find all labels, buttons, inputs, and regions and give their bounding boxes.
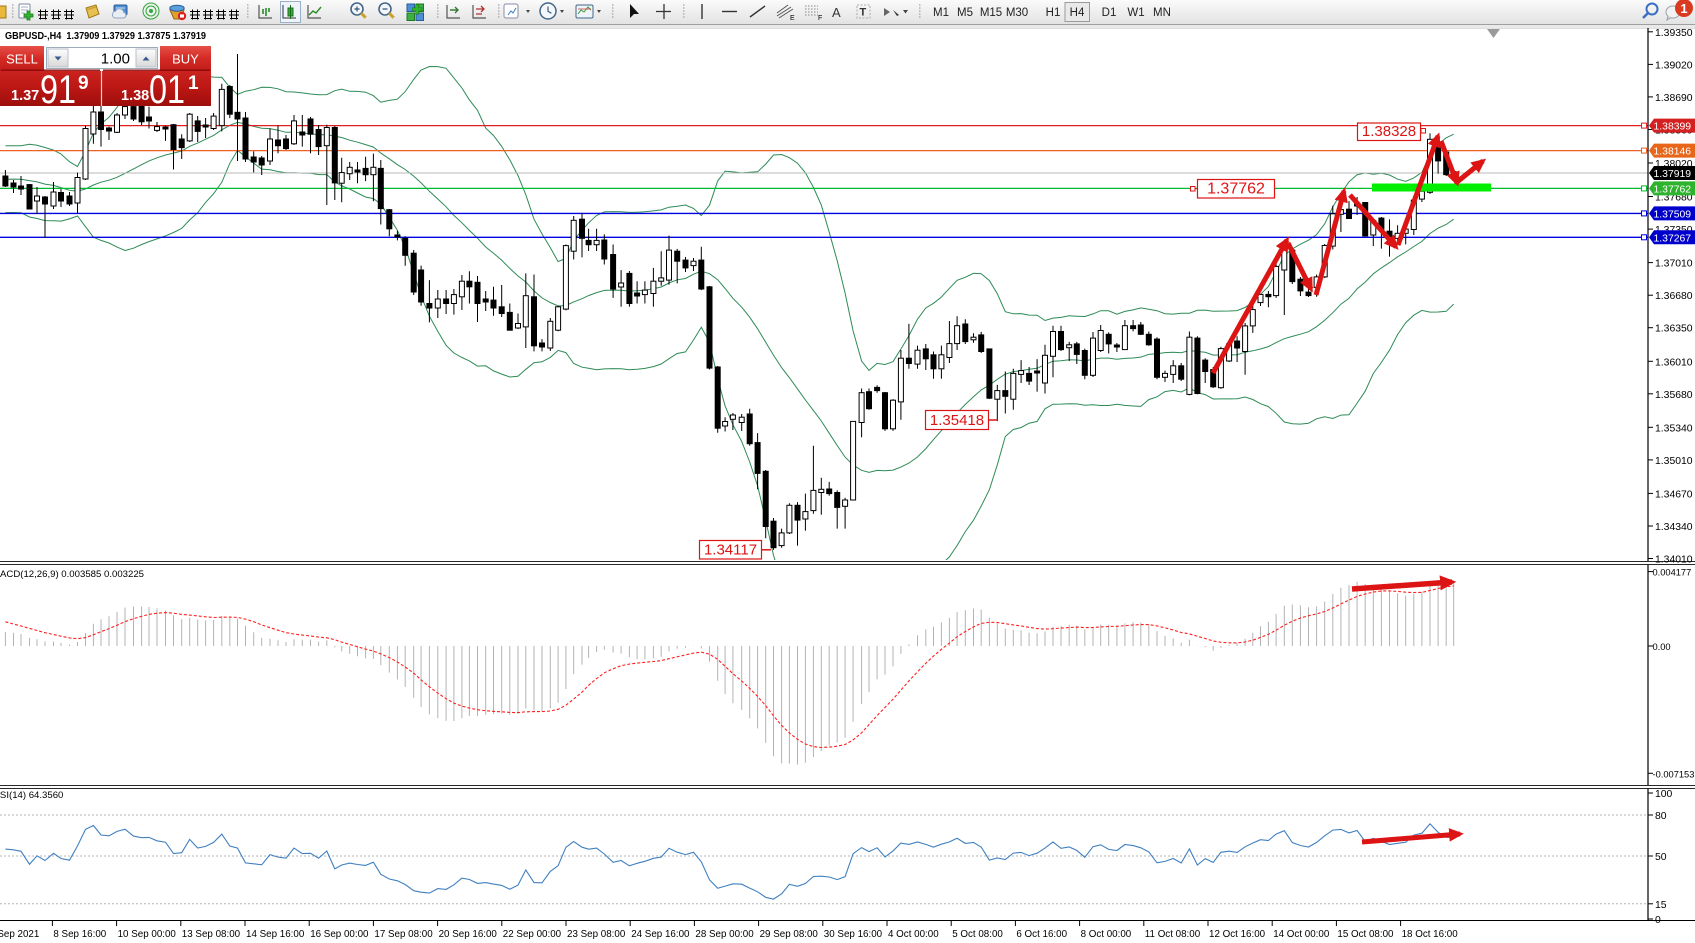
svg-text:15 Oct 08:00: 15 Oct 08:00 (1337, 929, 1394, 940)
svg-text:50: 50 (1655, 852, 1667, 863)
svg-text:RSI(14) 64.3560: RSI(14) 64.3560 (0, 790, 63, 801)
svg-text:1.37: 1.37 (11, 88, 39, 104)
svg-text:10 Sep 00:00: 10 Sep 00:00 (118, 929, 177, 940)
svg-text:1.36350: 1.36350 (1655, 324, 1693, 335)
svg-text:BUY: BUY (172, 52, 199, 67)
svg-text:8 Sep 2021: 8 Sep 2021 (0, 929, 39, 940)
svg-text:1.36680: 1.36680 (1655, 291, 1693, 302)
svg-text:8 Sep 16:00: 8 Sep 16:00 (53, 929, 106, 940)
svg-text:23 Sep 08:00: 23 Sep 08:00 (567, 929, 626, 940)
svg-text:SELL: SELL (6, 52, 38, 67)
svg-text:8 Oct 00:00: 8 Oct 00:00 (1081, 929, 1132, 940)
svg-text:E: E (790, 15, 795, 22)
svg-text:1.38690: 1.38690 (1655, 93, 1693, 104)
svg-text:11 Oct 08:00: 11 Oct 08:00 (1145, 929, 1201, 940)
svg-text:M1: M1 (933, 7, 949, 19)
svg-text:13 Sep 08:00: 13 Sep 08:00 (182, 929, 241, 940)
svg-text:1.37919: 1.37919 (1654, 169, 1692, 180)
svg-text:1.34010: 1.34010 (1655, 555, 1693, 566)
svg-text:14 Sep 16:00: 14 Sep 16:00 (246, 929, 305, 940)
svg-text:1.38328: 1.38328 (1362, 123, 1416, 140)
svg-text:1.37010: 1.37010 (1655, 259, 1693, 270)
svg-text:30 Sep 16:00: 30 Sep 16:00 (824, 929, 883, 940)
svg-text:M15: M15 (980, 7, 1002, 19)
svg-text:1: 1 (1680, 1, 1687, 16)
svg-text:1.00: 1.00 (101, 51, 130, 68)
svg-text:01: 01 (149, 68, 185, 112)
svg-text:1.34117: 1.34117 (704, 542, 757, 559)
svg-text:0.00: 0.00 (1653, 642, 1671, 652)
svg-text:18 Oct 16:00: 18 Oct 16:00 (1402, 929, 1459, 940)
svg-text:1: 1 (188, 73, 199, 94)
svg-text:GBPUSD-,H4 1.37909 1.37929 1.: GBPUSD-,H4 1.37909 1.37929 1.37875 1.379… (5, 30, 206, 42)
svg-text:12 Oct 16:00: 12 Oct 16:00 (1209, 929, 1266, 940)
svg-text:-0.007153: -0.007153 (1653, 769, 1695, 779)
svg-text:W1: W1 (1127, 7, 1144, 19)
svg-text:T: T (860, 7, 867, 19)
svg-text:14 Oct 00:00: 14 Oct 00:00 (1273, 929, 1330, 940)
svg-text:1.37680: 1.37680 (1655, 193, 1693, 204)
svg-text:1.38: 1.38 (121, 88, 149, 104)
svg-text:22 Sep 00:00: 22 Sep 00:00 (503, 929, 562, 940)
svg-text:1.35010: 1.35010 (1655, 456, 1693, 467)
svg-text:1.34340: 1.34340 (1655, 522, 1693, 533)
svg-text:0.004177: 0.004177 (1653, 568, 1692, 578)
svg-text:M30: M30 (1006, 7, 1028, 19)
svg-text:4 Oct 00:00: 4 Oct 00:00 (888, 929, 939, 940)
svg-text:16 Sep 00:00: 16 Sep 00:00 (310, 929, 369, 940)
svg-text:80: 80 (1655, 811, 1667, 822)
svg-text:1.37509: 1.37509 (1654, 209, 1692, 220)
svg-text:H4: H4 (1070, 7, 1085, 19)
svg-text:5 Oct 08:00: 5 Oct 08:00 (952, 929, 1003, 940)
svg-text:6 Oct 16:00: 6 Oct 16:00 (1016, 929, 1067, 940)
svg-text:15: 15 (1655, 900, 1667, 911)
svg-text:91: 91 (40, 68, 76, 112)
svg-text:1.39020: 1.39020 (1655, 60, 1693, 71)
svg-text:24 Sep 16:00: 24 Sep 16:00 (631, 929, 690, 940)
svg-text:1.35418: 1.35418 (930, 412, 984, 429)
svg-text:1.37762: 1.37762 (1654, 184, 1692, 195)
svg-text:H1: H1 (1046, 7, 1061, 19)
svg-text:MACD(12,26,9) 0.003585 0.00322: MACD(12,26,9) 0.003585 0.003225 (0, 569, 144, 580)
svg-text:M5: M5 (957, 7, 973, 19)
svg-text:29 Sep 08:00: 29 Sep 08:00 (760, 929, 819, 940)
svg-text:100: 100 (1655, 789, 1673, 800)
svg-text:1.38020: 1.38020 (1655, 159, 1693, 170)
svg-text:A: A (832, 5, 841, 20)
svg-text:1.37762: 1.37762 (1207, 181, 1265, 198)
svg-text:28 Sep 00:00: 28 Sep 00:00 (695, 929, 754, 940)
svg-text:1.35680: 1.35680 (1655, 390, 1693, 401)
svg-text:20 Sep 16:00: 20 Sep 16:00 (439, 929, 498, 940)
svg-text:9: 9 (78, 73, 89, 94)
svg-text:1.39350: 1.39350 (1655, 28, 1693, 39)
svg-text:17 Sep 08:00: 17 Sep 08:00 (374, 929, 433, 940)
svg-text:1.36010: 1.36010 (1655, 357, 1693, 368)
svg-text:1.38146: 1.38146 (1654, 147, 1692, 158)
svg-text:1.37267: 1.37267 (1654, 233, 1692, 244)
svg-text:F: F (818, 15, 822, 22)
svg-text:1.38399: 1.38399 (1654, 122, 1692, 133)
svg-text:D1: D1 (1102, 7, 1117, 19)
svg-text:0: 0 (1655, 915, 1661, 926)
svg-text:MN: MN (1153, 7, 1171, 19)
svg-text:1.35340: 1.35340 (1655, 423, 1693, 434)
svg-text:1.34670: 1.34670 (1655, 489, 1693, 500)
